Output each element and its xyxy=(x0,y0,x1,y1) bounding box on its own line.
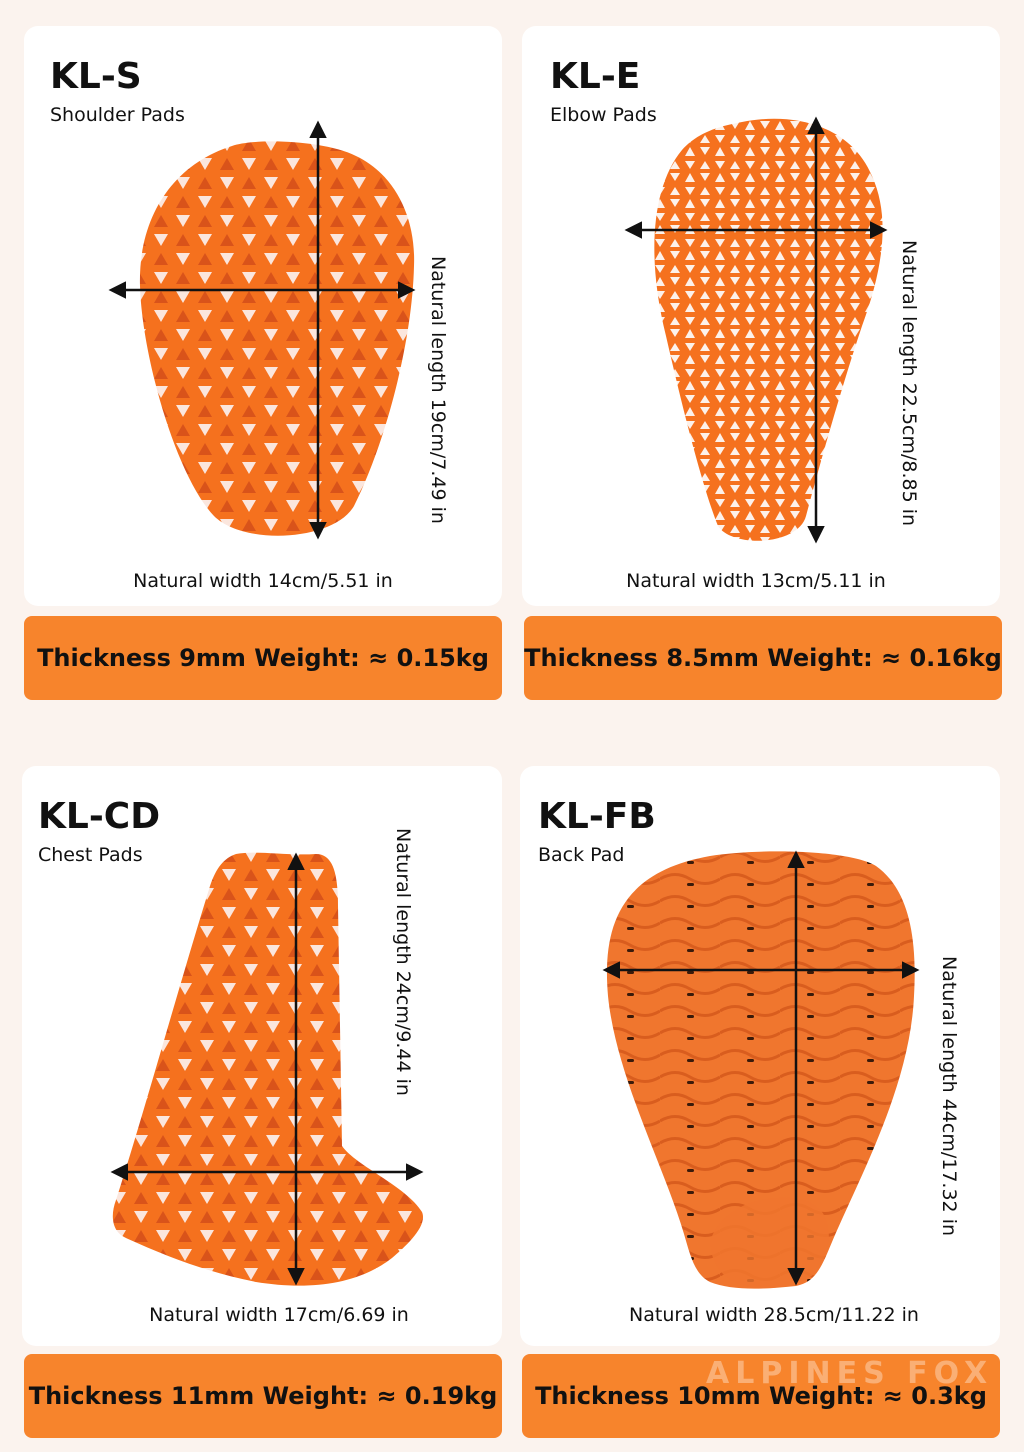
product-code: KL-CD xyxy=(38,796,160,837)
product-card-kl-s: KL-S Shoulder Pads Natural length 19cm/7… xyxy=(24,26,502,606)
natural-length-label: Natural length 19cm/7.49 in xyxy=(427,256,449,524)
product-code: KL-E xyxy=(550,56,640,97)
watermark: ALPINES FOX xyxy=(706,1356,993,1391)
natural-width-label: Natural width 28.5cm/11.22 in xyxy=(520,1304,1024,1326)
product-card-kl-cd: KL-CD Chest Pads Natural length 24cm/9.4… xyxy=(22,766,502,1346)
shoulder-pad-diagram xyxy=(104,116,434,556)
natural-width-label: Natural width 17cm/6.69 in xyxy=(22,1304,536,1326)
elbow-pad-diagram xyxy=(622,106,922,566)
product-code: KL-FB xyxy=(538,796,656,837)
product-code: KL-S xyxy=(50,56,142,97)
product-card-kl-fb: KL-FB Back Pad Natural length 44cm/17.32… xyxy=(520,766,1000,1346)
natural-length-label: Natural length 22.5cm/8.85 in xyxy=(898,240,920,526)
natural-length-label: Natural length 44cm/17.32 in xyxy=(938,956,960,1236)
spec-bar-kl-s: Thickness 9mm Weight: ≈ 0.15kg xyxy=(24,616,502,700)
natural-length-label: Natural length 24cm/9.44 in xyxy=(392,828,414,1096)
chest-pad-diagram xyxy=(106,846,436,1286)
natural-width-label: Natural width 14cm/5.51 in xyxy=(24,570,502,592)
product-card-kl-e: KL-E Elbow Pads Natural length 22.5cm/8.… xyxy=(522,26,1000,606)
back-pad-diagram xyxy=(600,846,930,1296)
spec-bar-kl-e: Thickness 8.5mm Weight: ≈ 0.16kg xyxy=(524,616,1002,700)
spec-bar-kl-cd: Thickness 11mm Weight: ≈ 0.19kg xyxy=(24,1354,502,1438)
natural-width-label: Natural width 13cm/5.11 in xyxy=(522,570,990,592)
